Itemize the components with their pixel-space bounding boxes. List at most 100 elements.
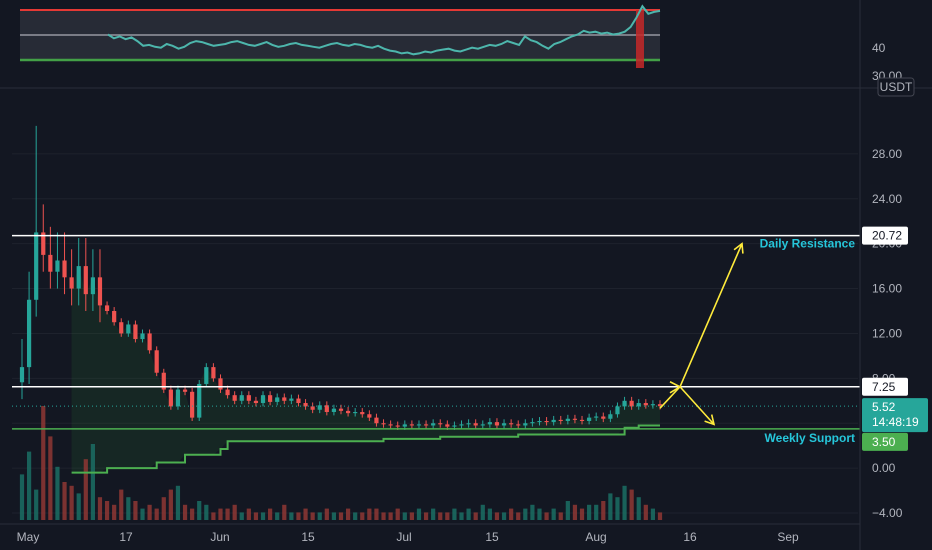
volume-bar [140,508,145,520]
candle-body [516,424,521,426]
price-tick-label: 24.00 [872,192,902,206]
candle-body [83,266,88,295]
candle [388,420,393,429]
candle [565,414,570,425]
candle [26,271,32,384]
candle [409,420,414,429]
candle-body [473,423,478,426]
candle-body [168,389,173,407]
candle [423,420,429,429]
candle-body [530,422,535,424]
candle [204,363,209,388]
volume-bar [147,504,152,520]
candle-body [126,324,131,334]
time-tick-label: 16 [683,530,697,544]
candle [367,410,372,421]
candle-body [62,260,67,278]
candle [431,419,436,429]
unit-badge [877,77,915,97]
candle-body [509,423,514,425]
candle [112,307,117,326]
volume-bar [409,512,414,520]
candle-body [360,412,365,415]
volume-bar [381,512,386,520]
volume-bar [76,493,81,520]
shaded-area [71,266,661,473]
candle [579,415,585,425]
candle [544,417,549,426]
candle-body [388,424,393,426]
candle-body [395,425,400,427]
volume-bar [218,508,223,520]
candle-body [190,391,195,418]
price-tick-label: −4.00 [872,506,903,520]
candle [615,402,620,418]
candle-body [211,367,216,379]
candle [438,419,443,428]
candle [494,418,500,429]
volume-bar [594,504,599,520]
candle [147,329,152,354]
candle-body [402,424,407,427]
candle [218,374,223,393]
candle-body [572,418,578,420]
candle [650,400,656,409]
projection-arrow-stem [659,386,681,409]
candle [83,238,88,311]
candle [296,394,301,407]
candle-body [19,367,25,383]
candle [41,204,46,272]
candle-body [409,424,414,426]
projection-arrow [679,386,715,425]
oscillator-highlight [636,10,644,68]
volume-bar [480,504,485,520]
current-price-tag [862,398,928,433]
volume-bar [445,512,450,520]
price-axis[interactable]: 28.0024.0020.0016.0012.008.004.000.00−4.… [859,0,928,550]
volume-bar [615,497,620,520]
candle-body [48,254,53,272]
candle [622,396,627,410]
candle-body [182,389,188,392]
volume-bar [34,489,39,520]
candle-body [338,408,344,411]
time-axis[interactable]: May 17 Jun 15 Jul 15 Aug 16 Sep [0,523,860,544]
volume-bar [55,466,60,520]
candle-body [423,424,429,426]
candle-body [657,404,663,407]
candle-body [303,403,308,407]
candle-body [537,420,542,423]
time-tick-label: Jun [210,530,229,544]
candle-body [282,397,287,401]
time-tick-label: Aug [585,530,606,544]
candle-body [239,395,244,401]
candle-body [601,416,606,419]
current-price-label: 5.52 [872,400,896,414]
projection-arrow-head [669,381,682,394]
candle-body [579,419,585,421]
volume-bar [119,489,124,520]
level-price-label: 20.72 [872,229,902,243]
candle-body [494,422,500,426]
candle [76,238,81,306]
candle-body [147,333,152,351]
volume-bar [579,508,585,520]
candle-body [544,420,549,423]
candle [317,401,322,414]
volume-bar [530,504,535,520]
candle-body [253,400,259,404]
candle [97,249,103,323]
volume-bar [317,512,322,520]
candle [466,419,471,428]
level-price-label: 7.25 [872,380,896,394]
candle-body [438,423,443,425]
candle-body [381,423,386,425]
volume-bar [239,512,244,520]
level-price-tag [862,226,908,245]
candle [69,249,74,306]
candle [119,318,124,337]
candle-body [140,333,145,340]
candle [140,329,145,343]
volume-bar [367,508,372,520]
